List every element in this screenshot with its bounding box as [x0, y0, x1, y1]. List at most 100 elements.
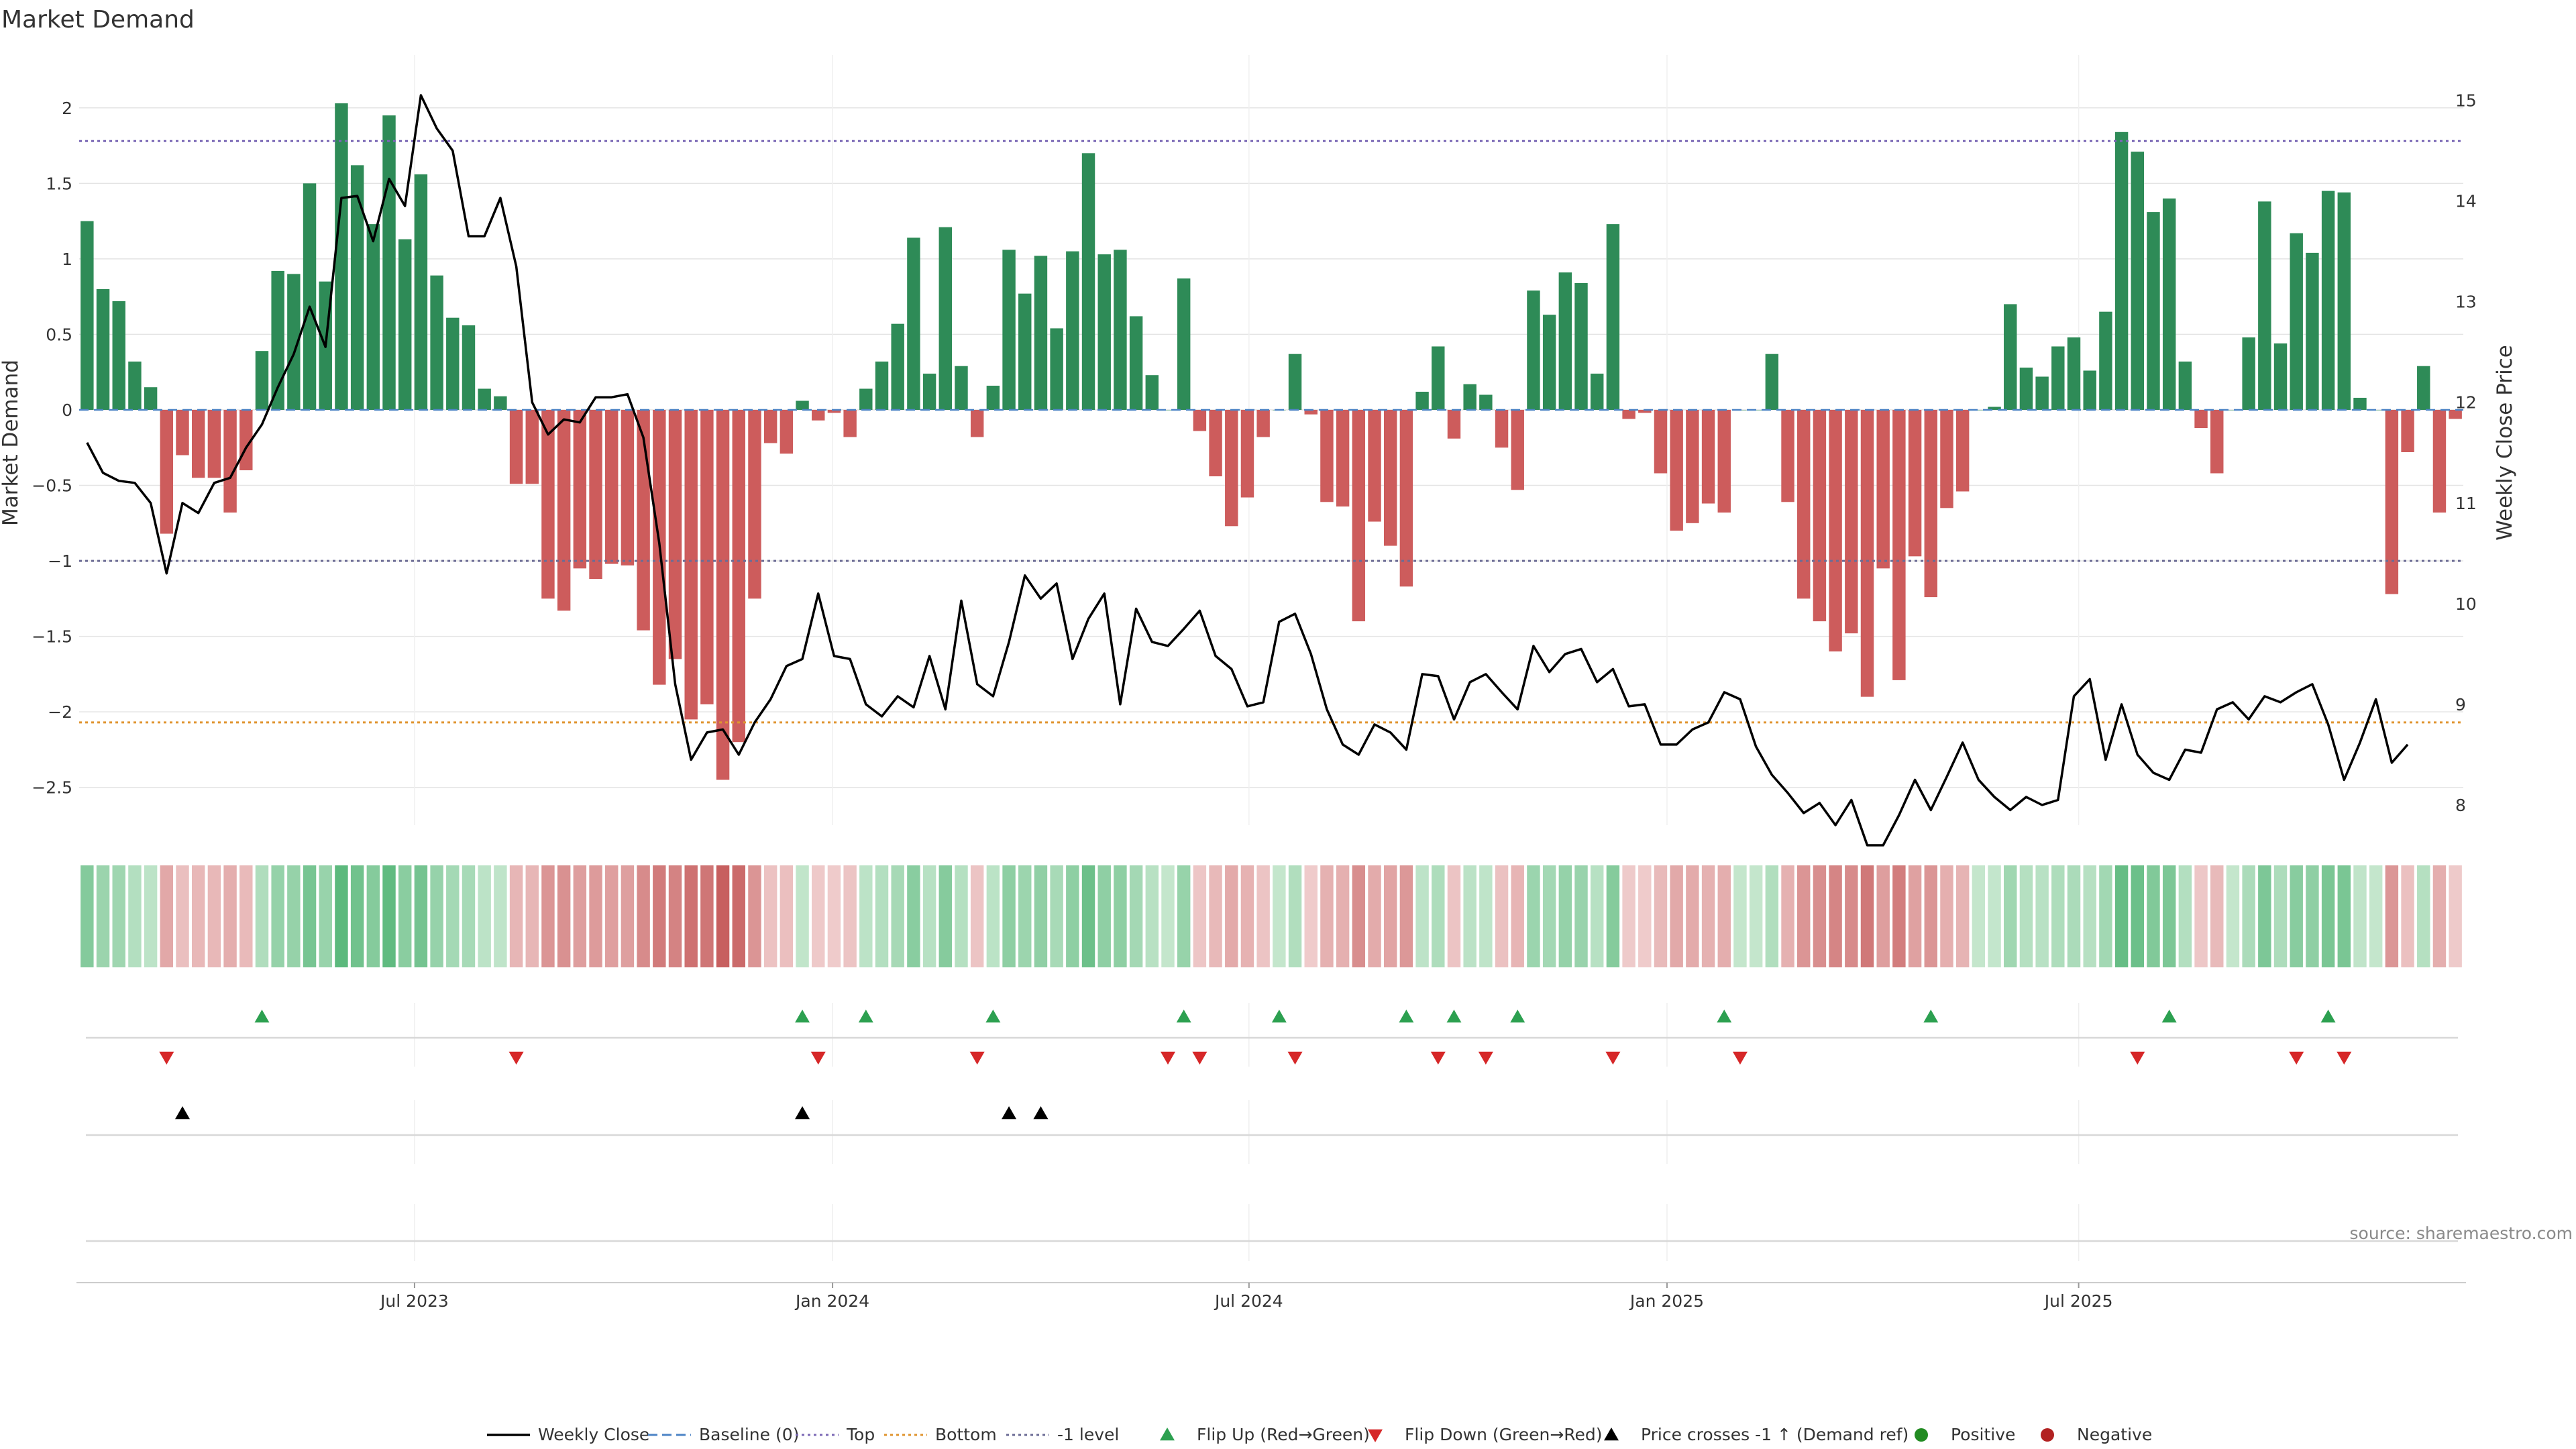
demand-bar — [1352, 409, 1366, 622]
heat-cell — [509, 865, 523, 967]
heat-cell — [1670, 865, 1683, 967]
demand-bar — [1876, 409, 1890, 569]
flip-up-marker — [1446, 1010, 1462, 1023]
heat-cell — [668, 865, 682, 967]
chart-title: Market Demand — [1, 6, 195, 34]
heat-cell — [1876, 865, 1890, 967]
demand-bar — [1955, 409, 1970, 492]
heat-cell — [2019, 865, 2033, 967]
demand-bar — [2210, 409, 2224, 474]
heat-cell — [160, 865, 174, 967]
heat-cell — [700, 865, 714, 967]
heat-cell — [462, 865, 476, 967]
heat-cell — [1765, 865, 1779, 967]
demand-bars — [80, 103, 2462, 780]
flip-up-marker — [2320, 1010, 2336, 1023]
heat-cell — [191, 865, 205, 967]
heat-cell — [2083, 865, 2096, 967]
heat-cell — [1018, 865, 1032, 967]
demand-bar — [2178, 361, 2192, 410]
demand-bar — [1304, 409, 1318, 415]
y-tick-label: 1.5 — [46, 174, 72, 193]
price-cross-marker — [175, 1106, 191, 1120]
heat-cell — [366, 865, 380, 967]
legend-circle-icon — [1915, 1428, 1928, 1442]
heat-cell — [1717, 865, 1731, 967]
demand-bar — [144, 387, 158, 410]
flip-up-marker — [858, 1010, 873, 1023]
reference-lines — [79, 140, 2463, 724]
heat-cell — [144, 865, 158, 967]
heat-cell — [176, 865, 189, 967]
heat-cell — [875, 865, 889, 967]
heat-cell — [2131, 865, 2145, 967]
heat-cell — [2178, 865, 2192, 967]
demand-bar — [382, 115, 396, 410]
demand-bar — [2417, 366, 2430, 410]
heat-cell — [287, 865, 301, 967]
demand-bar — [1590, 373, 1604, 410]
heat-cell — [1193, 865, 1207, 967]
flip-down-marker — [810, 1051, 826, 1065]
heat-cell — [1813, 865, 1827, 967]
demand-bar — [207, 409, 221, 478]
flip-up-marker — [1923, 1010, 1939, 1023]
demand-bar — [1479, 394, 1493, 410]
demand-bar — [955, 366, 968, 410]
x-tick-label: Jan 2024 — [794, 1291, 869, 1311]
heat-cell — [335, 865, 348, 967]
demand-bar — [1527, 290, 1540, 410]
y-tick-label: −1 — [48, 551, 72, 571]
demand-bar — [2083, 370, 2096, 410]
heat-cell — [938, 865, 953, 967]
empty-panel — [86, 1204, 2458, 1261]
demand-bar — [1622, 409, 1635, 419]
x-tick-label: Jul 2025 — [2043, 1291, 2113, 1311]
demand-bar — [112, 301, 125, 410]
heat-cell — [1288, 865, 1302, 967]
demand-bar — [1606, 224, 1620, 410]
heat-cell — [605, 865, 619, 967]
heat-cell — [1081, 865, 1095, 967]
heat-cell — [557, 865, 571, 967]
demand-bar — [1511, 409, 1524, 490]
legend-label: Flip Up (Red→Green) — [1197, 1425, 1370, 1444]
demand-bar — [970, 409, 984, 437]
demand-bar — [350, 165, 364, 410]
heat-cell — [1606, 865, 1620, 967]
heat-cell — [2004, 865, 2017, 967]
flip-up-marker — [1717, 1010, 1732, 1023]
y2-tick-label: 12 — [2455, 393, 2477, 413]
demand-bar — [1686, 409, 1699, 523]
demand-bar — [2019, 367, 2033, 410]
flip-up-marker — [1399, 1010, 1414, 1023]
heat-cell — [1352, 865, 1366, 967]
heat-cell — [239, 865, 253, 967]
legend-label: Baseline (0) — [699, 1425, 799, 1444]
demand-bar — [827, 409, 841, 413]
heat-cell — [478, 865, 491, 967]
demand-bar — [1717, 409, 1731, 513]
heat-cell — [684, 865, 698, 967]
legend-circle-icon — [2041, 1428, 2054, 1442]
heat-cell — [716, 865, 730, 967]
demand-bar — [398, 239, 412, 410]
legend-label: Bottom — [935, 1425, 997, 1444]
demand-bar — [191, 409, 205, 478]
demand-bar — [922, 373, 936, 410]
demand-bar — [1225, 409, 1238, 527]
demand-bar — [96, 288, 110, 410]
y-tick-label: −2 — [48, 702, 72, 722]
demand-bar — [335, 103, 348, 410]
heat-cell — [843, 865, 857, 967]
heat-cell — [2162, 865, 2176, 967]
flip-down-marker — [1478, 1051, 1493, 1065]
heat-cell — [2099, 865, 2112, 967]
source-note: source: sharemaestro.com — [2350, 1224, 2573, 1243]
demand-bar — [414, 174, 428, 410]
demand-bar — [2147, 212, 2160, 410]
heat-cell — [2210, 865, 2224, 967]
demand-bar — [1320, 409, 1334, 502]
y-axis-label: Market Demand — [0, 360, 23, 526]
heat-cell — [1558, 865, 1572, 967]
